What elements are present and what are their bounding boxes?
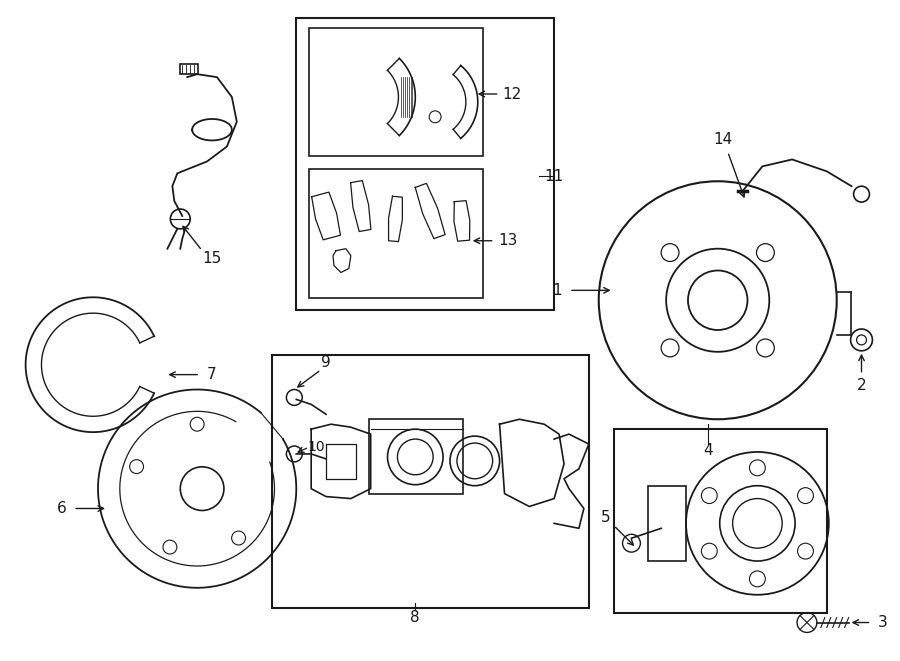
Text: 4: 4 — [703, 444, 713, 459]
Text: 9: 9 — [321, 355, 331, 370]
Text: 8: 8 — [410, 610, 420, 625]
Bar — [272, 355, 589, 607]
Text: 15: 15 — [202, 251, 221, 266]
Text: 5: 5 — [601, 510, 610, 525]
Bar — [310, 28, 482, 157]
Bar — [369, 419, 463, 494]
Bar — [180, 64, 198, 74]
Text: 13: 13 — [498, 233, 518, 249]
Bar — [614, 429, 827, 613]
Text: 14: 14 — [713, 132, 733, 147]
Text: 12: 12 — [502, 87, 521, 102]
Text: 7: 7 — [207, 367, 217, 382]
Bar — [648, 486, 686, 561]
Text: 1: 1 — [553, 283, 562, 298]
Bar — [310, 169, 482, 298]
Bar — [296, 18, 554, 310]
Text: 10: 10 — [307, 440, 325, 454]
Text: 6: 6 — [57, 501, 67, 516]
Text: 2: 2 — [857, 378, 867, 393]
Text: 11: 11 — [544, 169, 563, 184]
Text: 3: 3 — [878, 615, 887, 630]
